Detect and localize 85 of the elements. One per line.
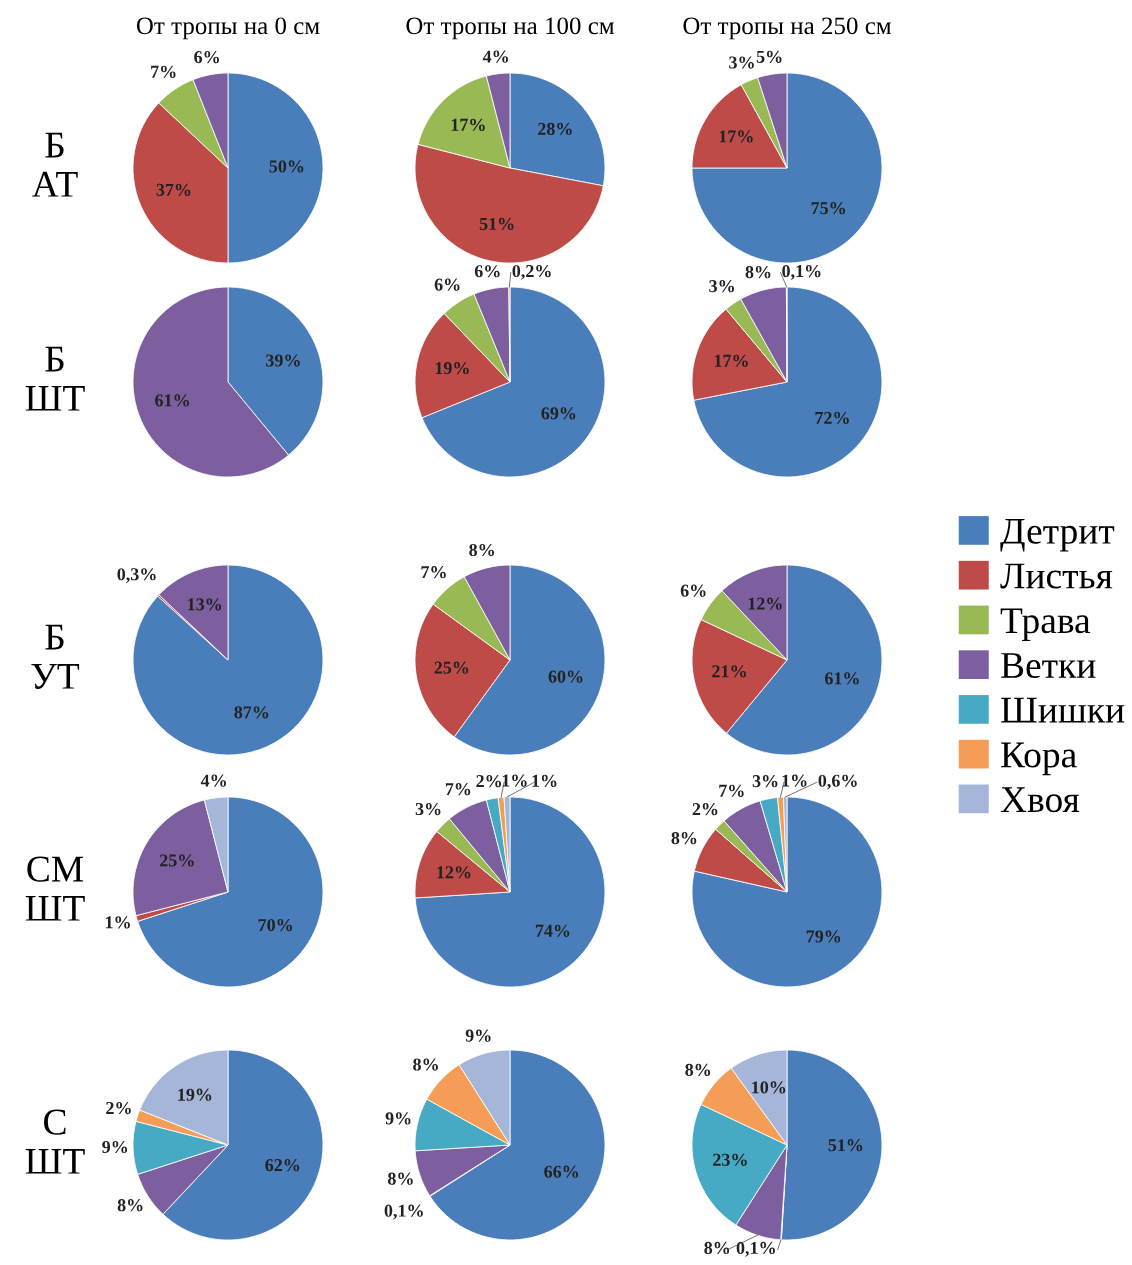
data-label: 5%: [756, 50, 782, 63]
data-label: 39%: [266, 354, 300, 367]
data-label: 0,6%: [818, 774, 857, 790]
data-label: 0,1%: [782, 265, 821, 280]
legend-label: Ветки: [1001, 653, 1096, 679]
data-label: 1%: [782, 774, 807, 787]
data-label: 2%: [476, 774, 501, 788]
legend-label: Хвоя: [1000, 787, 1080, 813]
data-label: 7%: [151, 65, 176, 78]
chart-title: От тропы на 250 см: [683, 17, 892, 40]
data-label: 7%: [719, 784, 744, 797]
data-label: 13%: [188, 598, 222, 611]
data-label: 17%: [719, 130, 753, 143]
data-label: 51%: [828, 1139, 863, 1152]
data-label: 61%: [155, 394, 189, 407]
data-label: 12%: [437, 866, 471, 879]
data-label: 19%: [178, 1088, 212, 1101]
data-label: 50%: [269, 160, 304, 173]
legend-label: Трава: [1000, 608, 1091, 641]
data-label: 62%: [265, 1159, 300, 1172]
data-label: 1%: [532, 774, 557, 788]
data-label: 60%: [548, 670, 583, 683]
data-label: 1%: [105, 916, 130, 929]
legend-label: Кора: [1001, 742, 1077, 776]
data-label: 6%: [680, 584, 706, 597]
data-label: 3%: [729, 56, 754, 69]
data-label: 70%: [258, 918, 293, 932]
data-label: 0,1%: [384, 1204, 423, 1220]
data-label: 4%: [200, 774, 226, 787]
data-label: 23%: [713, 1153, 747, 1166]
text: Б УТ: [31, 624, 80, 689]
chart-title: От тропы на 100 см: [406, 17, 615, 40]
data-label: 61%: [824, 672, 859, 685]
data-label: 8%: [387, 1172, 413, 1185]
data-label: 0,2%: [512, 264, 551, 280]
data-label: 87%: [234, 706, 269, 719]
data-label: 21%: [712, 665, 746, 678]
data-label: 7%: [421, 566, 446, 579]
data-label: 8%: [413, 1058, 438, 1071]
data-label: 7%: [445, 783, 471, 796]
data-label: 12%: [748, 597, 782, 610]
data-label: 3%: [752, 775, 778, 788]
data-label: 8%: [745, 266, 771, 279]
data-label: 9%: [385, 1112, 411, 1125]
text: С ШТ: [25, 1109, 85, 1174]
data-label: 8%: [671, 832, 697, 845]
data-label: 8%: [469, 543, 495, 557]
data-label: 74%: [535, 924, 570, 937]
data-label: 66%: [544, 1165, 579, 1178]
data-label: 10%: [752, 1081, 786, 1094]
data-label: 3%: [415, 802, 441, 816]
data-label: 17%: [714, 354, 748, 367]
data-label: 0,3%: [117, 568, 156, 583]
data-label: 3%: [709, 280, 734, 293]
data-label: 9%: [465, 1029, 491, 1042]
text: Б ШТ: [25, 346, 85, 411]
data-label: 6%: [474, 265, 500, 278]
data-label: 69%: [541, 407, 576, 420]
data-label: 75%: [811, 201, 846, 215]
data-label: 6%: [194, 50, 219, 64]
data-label: 1%: [502, 774, 527, 787]
data-label: 19%: [435, 362, 469, 375]
data-label: 37%: [156, 183, 191, 196]
data-label: 6%: [434, 278, 460, 291]
data-label: 8%: [685, 1063, 711, 1077]
data-label: 79%: [806, 930, 841, 943]
legend-label: Листья: [1000, 563, 1113, 589]
data-label: 2%: [106, 1101, 131, 1115]
legend-label: Детрит: [1000, 518, 1115, 552]
data-label: 2%: [692, 803, 718, 816]
data-label: 4%: [482, 50, 508, 63]
chart-title: От тропы на 0 см: [136, 17, 320, 40]
data-label: 25%: [160, 854, 194, 867]
data-label: 17%: [451, 118, 485, 131]
text: СМ ШТ: [25, 856, 85, 921]
data-label: 0,1%: [736, 1241, 775, 1257]
legend-label: Шишки: [1001, 697, 1125, 723]
data-label: 51%: [479, 217, 514, 231]
data-label: 8%: [704, 1241, 730, 1255]
data-label: 9%: [102, 1140, 128, 1154]
data-label: 25%: [434, 661, 469, 674]
text: Б АТ: [32, 132, 78, 197]
data-label: 8%: [117, 1199, 143, 1212]
data-label: 28%: [538, 122, 572, 136]
data-label: 72%: [815, 411, 849, 425]
